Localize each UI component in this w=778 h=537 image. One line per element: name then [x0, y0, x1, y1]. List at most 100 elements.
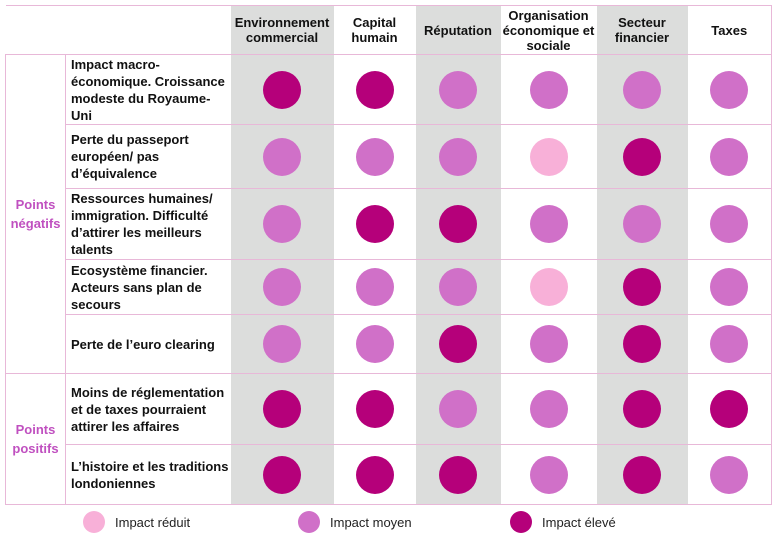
impact-dot-réduit [529, 137, 568, 176]
column-header: Secteur financier [596, 5, 688, 55]
impact-cell [500, 124, 597, 189]
table-row: Perte de l’euro clearing [6, 314, 772, 374]
impact-cell [333, 259, 416, 315]
impact-dot-moyen [355, 325, 394, 363]
corner-cell [5, 5, 231, 55]
legend-dot [83, 511, 105, 533]
impact-dot-réduit [529, 268, 568, 306]
impact-cell [596, 314, 688, 374]
impact-dot-moyen [710, 70, 749, 109]
row-label: Impact macro-économique. Croissance mode… [65, 54, 231, 125]
legend-dot [510, 511, 532, 533]
impact-dot-élevé [439, 455, 477, 494]
legend-item: Impact moyen [298, 511, 412, 533]
impact-cell [500, 314, 597, 374]
impact-cell [687, 54, 772, 125]
impact-dot-moyen [439, 390, 477, 428]
impact-cell [500, 373, 597, 445]
impact-cell [333, 373, 416, 445]
impact-cell [596, 188, 688, 260]
impact-dot-élevé [355, 390, 394, 428]
impact-dot-élevé [439, 325, 477, 363]
impact-cell [230, 54, 334, 125]
impact-cell [333, 54, 416, 125]
impact-cell [500, 259, 597, 315]
impact-cell [500, 444, 597, 505]
impact-cell [333, 188, 416, 260]
legend-label: Impact réduit [115, 514, 191, 530]
impact-dot-élevé [355, 205, 394, 243]
impact-table: Environnement commercial Capital humain Ré… [5, 5, 772, 505]
impact-cell [230, 188, 334, 260]
impact-dot-élevé [623, 455, 661, 494]
legend-dot [298, 511, 320, 533]
impact-cell [500, 188, 597, 260]
row-label: Perte du passeport européen/ pas d’équiv… [65, 124, 231, 189]
impact-dot-moyen [529, 455, 568, 494]
column-header: Environnement commercial [230, 5, 334, 55]
impact-dot-moyen [529, 325, 568, 363]
legend-item: Impact élevé [510, 511, 616, 533]
impact-dot-élevé [623, 390, 661, 428]
impact-cell [415, 259, 501, 315]
impact-dot-moyen [439, 70, 477, 109]
impact-cell [596, 259, 688, 315]
row-label: Moins de réglementation et de taxes pour… [65, 373, 231, 445]
table-row: L’histoire et les traditions londonienne… [6, 444, 772, 505]
impact-dot-moyen [623, 70, 661, 109]
row-label: Ecosystème financier. Acteurs sans plan … [65, 259, 231, 315]
impact-dot-moyen [263, 325, 301, 363]
impact-dot-élevé [355, 70, 394, 109]
impact-cell [687, 444, 772, 505]
impact-dot-moyen [439, 268, 477, 306]
impact-dot-élevé [710, 390, 749, 428]
legend-label: Impact élevé [542, 514, 616, 530]
impact-dot-moyen [529, 70, 568, 109]
impact-dot-moyen [710, 268, 749, 306]
impact-dot-moyen [623, 205, 661, 243]
impact-dot-élevé [623, 137, 661, 176]
impact-cell [333, 124, 416, 189]
impact-cell [230, 314, 334, 374]
legend-label: Impact moyen [330, 514, 412, 530]
row-label: Ressources humaines/ immigration. Diffic… [65, 188, 231, 260]
impact-dot-moyen [263, 205, 301, 243]
column-header: Organisation économique et sociale [500, 5, 597, 55]
impact-cell [230, 124, 334, 189]
impact-cell [415, 54, 501, 125]
impact-cell [230, 444, 334, 505]
impact-cell [687, 314, 772, 374]
impact-dot-moyen [529, 390, 568, 428]
impact-dot-moyen [263, 137, 301, 176]
group-label: Points positifs [5, 373, 66, 505]
impact-dot-élevé [623, 268, 661, 306]
impact-dot-moyen [529, 205, 568, 243]
impact-dot-élevé [355, 455, 394, 494]
group-label: Points négatifs [5, 54, 66, 374]
column-header: Réputation [415, 5, 501, 55]
impact-dot-élevé [263, 390, 301, 428]
impact-cell [415, 188, 501, 260]
impact-cell [333, 444, 416, 505]
impact-cell [230, 259, 334, 315]
impact-dot-moyen [710, 455, 749, 494]
impact-cell [687, 373, 772, 445]
row-label: L’histoire et les traditions londonienne… [65, 444, 231, 505]
impact-dot-moyen [355, 137, 394, 176]
impact-cell [596, 54, 688, 125]
impact-cell [415, 314, 501, 374]
impact-dot-élevé [623, 325, 661, 363]
column-header: Taxes [687, 5, 772, 55]
table-row: Ressources humaines/ immigration. Diffic… [6, 188, 772, 260]
impact-cell [687, 259, 772, 315]
impact-dot-moyen [710, 137, 749, 176]
impact-cell [500, 54, 597, 125]
impact-dot-élevé [263, 455, 301, 494]
impact-dot-élevé [263, 70, 301, 109]
impact-dot-moyen [710, 325, 749, 363]
column-header: Capital humain [333, 5, 416, 55]
impact-cell [687, 124, 772, 189]
legend-item: Impact réduit [83, 511, 190, 533]
impact-dot-moyen [263, 268, 301, 306]
impact-dot-moyen [355, 268, 394, 306]
